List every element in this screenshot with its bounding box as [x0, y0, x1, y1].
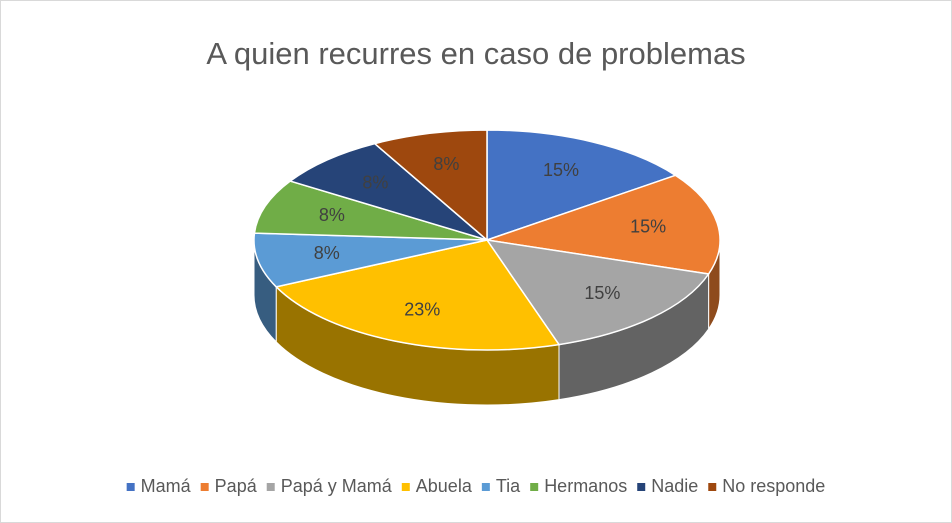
- legend-label: Hermanos: [544, 476, 627, 496]
- data-label: 8%: [319, 205, 345, 225]
- legend-marker: [481, 483, 490, 491]
- legend-marker: [200, 483, 209, 491]
- pie-slice: [253, 180, 488, 241]
- legend-label: No responde: [722, 476, 825, 496]
- legend-label: Nadie: [651, 476, 698, 496]
- data-label: 15%: [543, 160, 579, 180]
- data-label: 15%: [584, 283, 620, 303]
- pie-slice: [253, 232, 488, 288]
- data-label: 8%: [362, 173, 388, 193]
- data-label: 8%: [433, 154, 459, 174]
- data-label: 15%: [630, 217, 666, 237]
- legend-marker: [708, 483, 717, 491]
- data-label: 23%: [404, 299, 440, 319]
- pie-slice: [274, 239, 561, 351]
- pie-slice: [373, 129, 488, 242]
- chart-title: A quien recurres en caso de problemas: [206, 36, 745, 71]
- data-label: 8%: [314, 243, 340, 263]
- legend-label: Papá y Mamá: [281, 476, 393, 496]
- legend-label: Papá: [215, 476, 258, 496]
- pie-slice: [486, 129, 678, 242]
- legend-marker: [530, 483, 539, 491]
- legend-marker: [126, 483, 135, 491]
- legend-label: Abuela: [416, 476, 473, 496]
- legend-marker: [401, 483, 410, 491]
- legend-marker: [637, 483, 646, 491]
- legend-label: Tia: [496, 476, 521, 496]
- pie-slice: [486, 174, 721, 275]
- pie-slice: [485, 238, 710, 346]
- legend-marker: [266, 483, 275, 491]
- legend-label: Mamá: [141, 476, 192, 496]
- pie-slice: [288, 142, 488, 241]
